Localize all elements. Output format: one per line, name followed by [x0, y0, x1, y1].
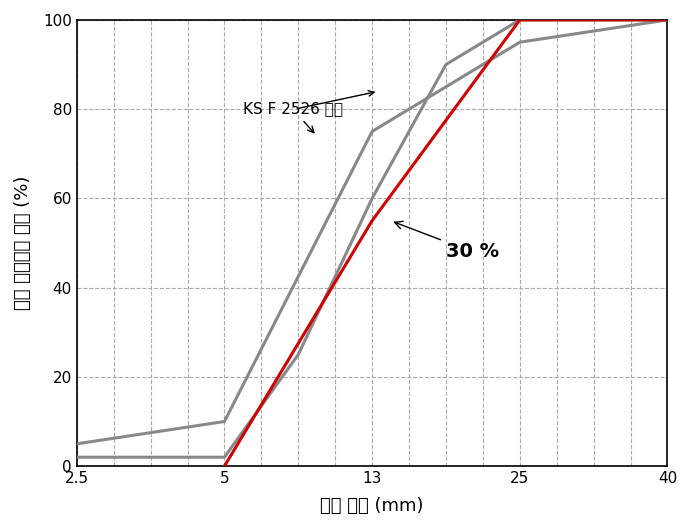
Text: KS F 2526 기준: KS F 2526 기준 — [243, 102, 343, 133]
Text: 30 %: 30 % — [395, 221, 499, 261]
Y-axis label: 체를 통과하는 질량 (%): 체를 통과하는 질량 (%) — [14, 176, 32, 310]
X-axis label: 체의 규격 (mm): 체의 규격 (mm) — [321, 497, 424, 515]
